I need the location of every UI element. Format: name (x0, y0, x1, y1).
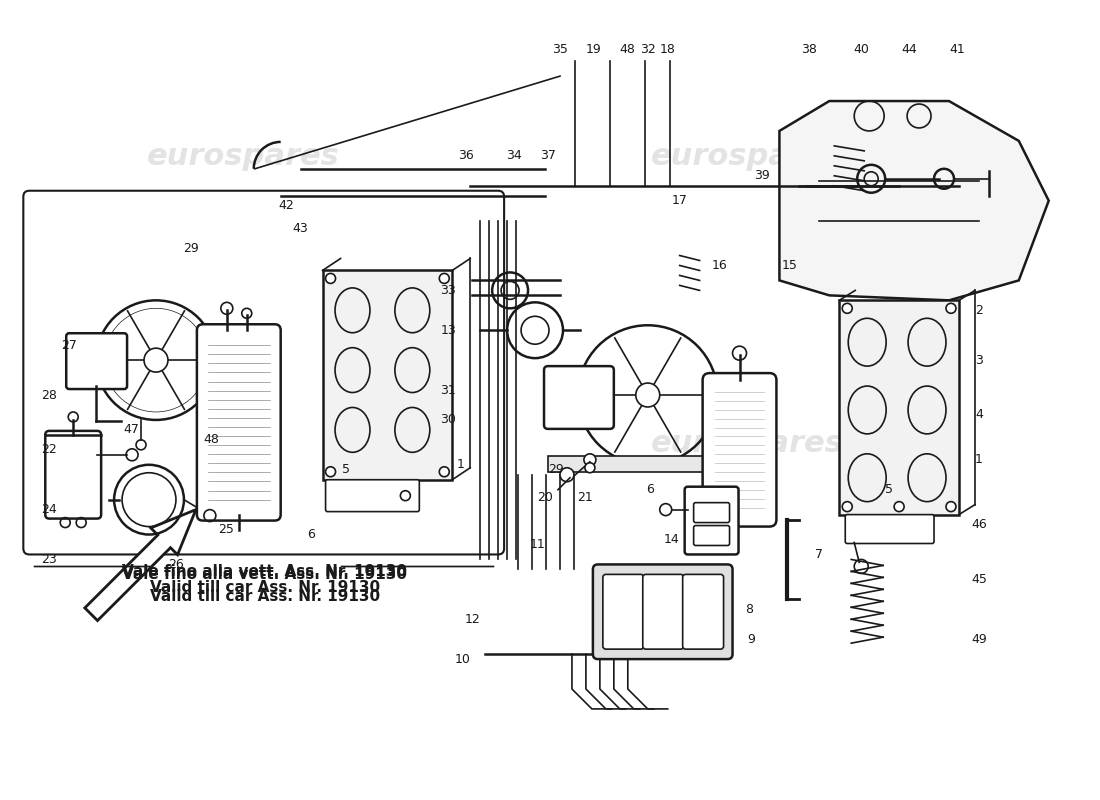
Circle shape (894, 502, 904, 512)
Text: 21: 21 (578, 491, 593, 504)
Text: 3: 3 (975, 354, 983, 366)
Circle shape (843, 502, 852, 512)
Circle shape (636, 383, 660, 407)
Text: 42: 42 (278, 199, 295, 212)
Text: 45: 45 (971, 573, 987, 586)
Text: 23: 23 (42, 553, 57, 566)
Circle shape (144, 348, 168, 372)
FancyBboxPatch shape (66, 334, 128, 389)
Circle shape (326, 466, 336, 477)
Text: 11: 11 (530, 538, 546, 551)
Circle shape (439, 466, 449, 477)
FancyBboxPatch shape (684, 486, 738, 554)
Text: 5: 5 (886, 483, 893, 496)
Text: 49: 49 (971, 633, 987, 646)
Text: Vale fino alla vett. Ass. Nr. 19130: Vale fino alla vett. Ass. Nr. 19130 (122, 567, 407, 582)
Text: 1: 1 (975, 454, 983, 466)
Text: 2: 2 (975, 304, 983, 317)
Text: 15: 15 (781, 259, 798, 272)
Circle shape (584, 454, 596, 466)
Text: 37: 37 (540, 150, 556, 162)
Text: 30: 30 (440, 414, 456, 426)
Text: 6: 6 (307, 528, 315, 541)
Circle shape (585, 462, 595, 473)
Text: 18: 18 (660, 42, 675, 56)
Text: 39: 39 (754, 170, 769, 182)
Text: 9: 9 (748, 633, 756, 646)
Text: 43: 43 (293, 222, 308, 235)
Text: 32: 32 (640, 42, 656, 56)
Text: 46: 46 (971, 518, 987, 531)
Text: 29: 29 (183, 242, 199, 255)
FancyBboxPatch shape (197, 324, 280, 521)
Polygon shape (85, 510, 196, 621)
Text: 12: 12 (464, 613, 480, 626)
FancyBboxPatch shape (694, 526, 729, 546)
Text: eurospares: eurospares (651, 430, 844, 458)
FancyBboxPatch shape (544, 366, 614, 429)
Text: 29: 29 (548, 463, 564, 476)
Circle shape (439, 274, 449, 283)
Text: 13: 13 (440, 324, 456, 337)
FancyBboxPatch shape (603, 574, 644, 649)
Text: 8: 8 (746, 602, 754, 616)
Text: Valid till car Ass. Nr. 19130: Valid till car Ass. Nr. 19130 (150, 580, 380, 595)
Text: 25: 25 (218, 523, 234, 536)
Text: 31: 31 (440, 383, 456, 397)
Bar (322, 270, 452, 480)
Text: 24: 24 (42, 503, 57, 516)
FancyBboxPatch shape (45, 431, 101, 518)
Circle shape (946, 502, 956, 512)
FancyBboxPatch shape (593, 565, 733, 659)
Text: 35: 35 (552, 42, 568, 56)
Text: 1: 1 (456, 458, 464, 471)
Circle shape (560, 468, 574, 482)
Text: Valid till car Ass. Nr. 19130: Valid till car Ass. Nr. 19130 (150, 590, 380, 604)
Bar (548, 456, 749, 472)
Text: 14: 14 (663, 533, 680, 546)
Text: eurospares: eurospares (146, 430, 339, 458)
Text: eurospares: eurospares (146, 142, 339, 171)
Text: 36: 36 (459, 150, 474, 162)
Text: 16: 16 (712, 259, 727, 272)
FancyBboxPatch shape (694, 502, 729, 522)
Text: 48: 48 (620, 42, 636, 56)
Text: 10: 10 (454, 653, 470, 666)
Circle shape (946, 303, 956, 314)
Text: Vale fino alla vett. Ass. Nr. 19130: Vale fino alla vett. Ass. Nr. 19130 (122, 565, 407, 579)
Text: 38: 38 (802, 42, 817, 56)
Text: 47: 47 (123, 423, 139, 436)
Text: 4: 4 (975, 409, 983, 422)
Text: 44: 44 (901, 42, 917, 56)
FancyBboxPatch shape (23, 190, 504, 554)
Text: 33: 33 (440, 284, 456, 297)
Text: 22: 22 (42, 443, 57, 456)
Text: 7: 7 (815, 548, 823, 561)
Text: 20: 20 (537, 491, 553, 504)
Text: 41: 41 (949, 42, 965, 56)
Bar (839, 300, 959, 514)
Polygon shape (780, 101, 1048, 300)
Circle shape (326, 274, 336, 283)
FancyBboxPatch shape (326, 480, 419, 512)
Text: eurospares: eurospares (651, 142, 844, 171)
Text: 5: 5 (341, 463, 350, 476)
FancyBboxPatch shape (703, 373, 777, 526)
Circle shape (843, 303, 852, 314)
Text: 17: 17 (672, 194, 688, 207)
FancyBboxPatch shape (683, 574, 724, 649)
Text: 19: 19 (586, 42, 602, 56)
Text: 27: 27 (62, 338, 77, 352)
Text: 48: 48 (202, 434, 219, 446)
Text: 26: 26 (168, 558, 184, 571)
Text: 6: 6 (646, 483, 653, 496)
Circle shape (660, 504, 672, 515)
FancyBboxPatch shape (845, 514, 934, 543)
Text: 34: 34 (506, 150, 522, 162)
Text: 40: 40 (854, 42, 869, 56)
Text: 28: 28 (42, 389, 57, 402)
FancyBboxPatch shape (642, 574, 684, 649)
